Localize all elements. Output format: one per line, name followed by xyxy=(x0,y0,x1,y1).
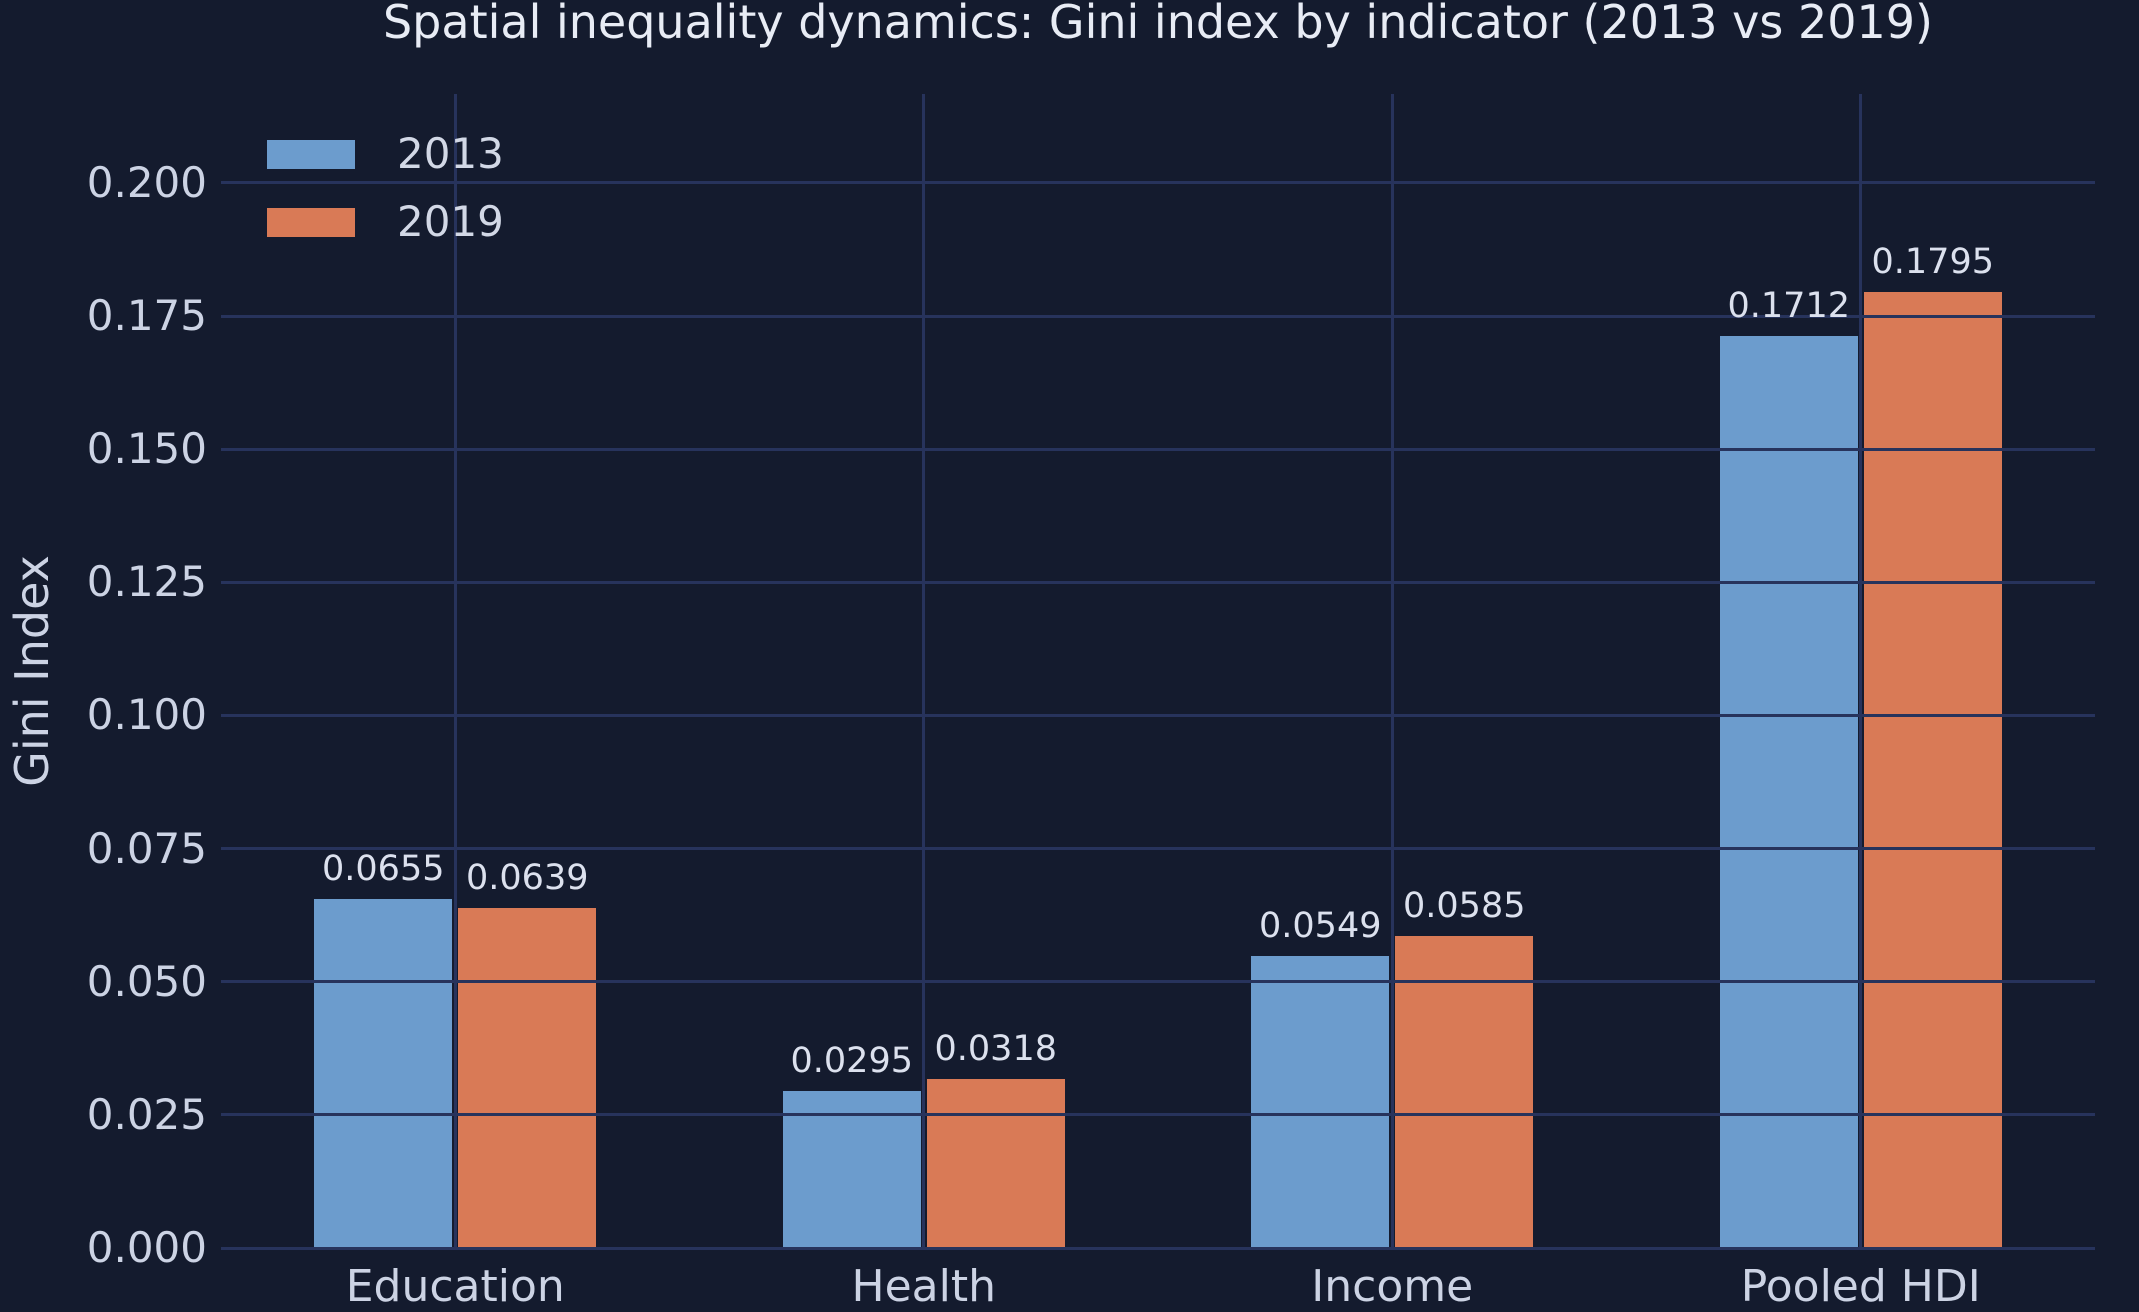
chart-title: Spatial inequality dynamics: Gini index … xyxy=(382,0,1933,49)
h-gridline-0.050 xyxy=(221,980,2095,984)
value-label-2019-education: 0.0639 xyxy=(466,857,589,898)
value-label-2019-health: 0.0318 xyxy=(934,1028,1057,1069)
value-label-2013-income: 0.0549 xyxy=(1259,905,1382,946)
x-tick-label-education: Education xyxy=(345,1261,565,1312)
h-gridline-0.200 xyxy=(221,181,2095,185)
y-tick-label-0.200: 0.200 xyxy=(86,157,207,207)
value-label-2013-education: 0.0655 xyxy=(322,849,445,890)
bar-2019-pooled-hdi xyxy=(1863,292,2002,1248)
bar-2013-education xyxy=(314,899,453,1248)
v-gridline-education xyxy=(453,94,457,1248)
legend-item-2013: 2013 xyxy=(267,133,504,175)
bar-2019-health xyxy=(926,1078,1065,1248)
bar-2013-pooled-hdi xyxy=(1719,336,1858,1248)
y-tick-label-0.075: 0.075 xyxy=(86,823,207,873)
y-tick-label-0.175: 0.175 xyxy=(86,291,207,341)
v-gridline-health xyxy=(922,94,926,1248)
h-gridline-0.175 xyxy=(221,314,2095,318)
legend-swatch-2019 xyxy=(267,207,355,237)
x-tick-label-health: Health xyxy=(851,1261,996,1312)
y-tick-label-0.050: 0.050 xyxy=(86,956,207,1006)
bar-2013-income xyxy=(1251,955,1390,1248)
h-gridline-0.075 xyxy=(221,847,2095,851)
value-label-2019-pooled-hdi: 0.1795 xyxy=(1871,242,1994,283)
h-gridline-0.000 xyxy=(221,1246,2095,1250)
value-label-2013-health: 0.0295 xyxy=(790,1040,913,1081)
y-tick-label-0.125: 0.125 xyxy=(86,557,207,607)
legend-label-2019: 2019 xyxy=(397,197,504,246)
bar-2019-education xyxy=(458,907,597,1248)
h-gridline-0.150 xyxy=(221,447,2095,451)
y-tick-label-0.100: 0.100 xyxy=(86,690,207,740)
h-gridline-0.025 xyxy=(221,1113,2095,1117)
y-tick-label-0.150: 0.150 xyxy=(86,424,207,474)
x-tick-label-income: Income xyxy=(1311,1261,1474,1312)
value-label-2013-pooled-hdi: 0.1712 xyxy=(1727,286,1850,327)
h-gridline-0.100 xyxy=(221,713,2095,717)
legend-swatch-2013 xyxy=(267,139,355,169)
h-gridline-0.125 xyxy=(221,580,2095,584)
legend-label-2013: 2013 xyxy=(397,129,504,178)
y-tick-label-0.000: 0.000 xyxy=(86,1223,207,1272)
y-tick-label-0.025: 0.025 xyxy=(86,1089,207,1139)
bar-2013-health xyxy=(782,1090,921,1248)
v-gridline-income xyxy=(1390,94,1394,1248)
legend-item-2019: 2019 xyxy=(267,201,504,243)
legend: 2013 2019 xyxy=(267,133,504,269)
x-tick-label-pooled-hdi: Pooled HDI xyxy=(1740,1261,1981,1312)
bar-2019-income xyxy=(1395,936,1534,1248)
value-label-2019-income: 0.0585 xyxy=(1403,886,1526,927)
v-gridline-pooled-hdi xyxy=(1859,94,1863,1248)
